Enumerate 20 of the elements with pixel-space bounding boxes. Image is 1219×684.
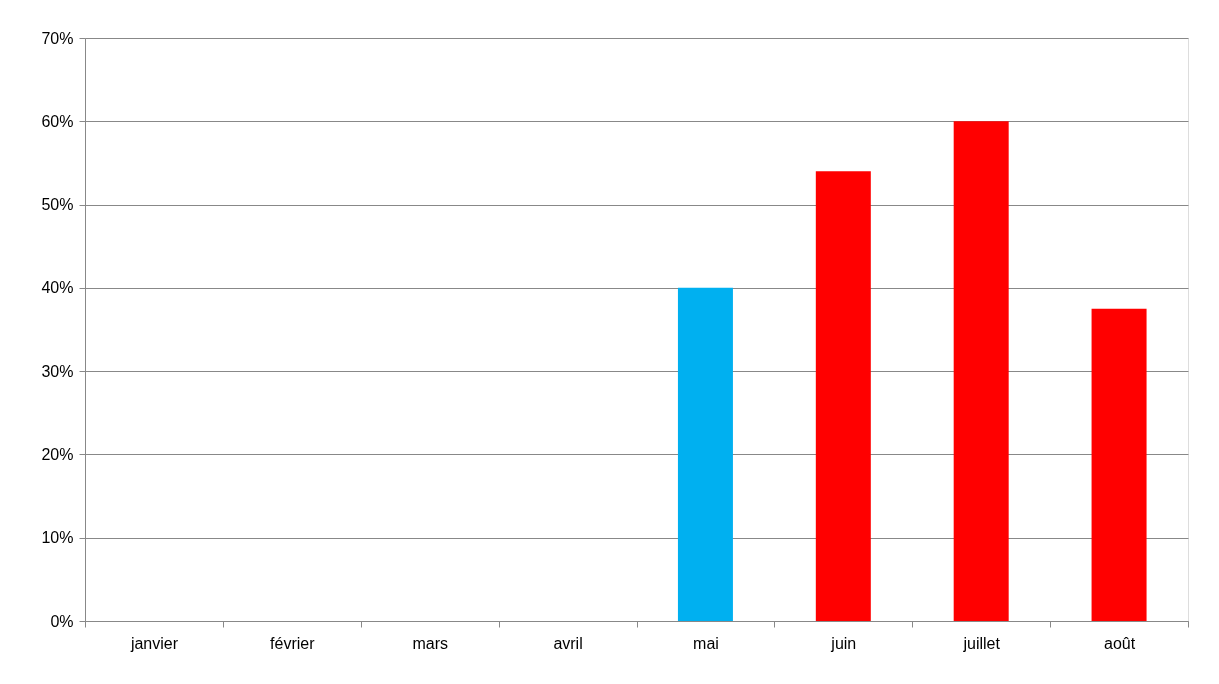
bar bbox=[677, 287, 733, 621]
bar bbox=[1091, 308, 1147, 621]
x-tick-label: février bbox=[270, 634, 316, 652]
x-tick-label: mai bbox=[693, 634, 719, 652]
bar bbox=[953, 121, 1009, 621]
x-tick-label: janvier bbox=[129, 634, 179, 652]
y-tick-label: 70% bbox=[41, 29, 74, 47]
bar bbox=[815, 171, 871, 621]
y-tick-label: 50% bbox=[41, 196, 74, 214]
y-tick-label: 10% bbox=[41, 529, 74, 547]
y-tick-label: 20% bbox=[41, 445, 74, 463]
y-tick-label: 60% bbox=[41, 112, 74, 130]
x-tick-label: août bbox=[1103, 634, 1136, 652]
x-tick-label: juillet bbox=[962, 634, 1001, 652]
x-tick-label: mars bbox=[412, 634, 448, 652]
x-tick-label: juin bbox=[830, 634, 857, 652]
x-tick-label: avril bbox=[553, 634, 583, 652]
y-tick-label: 30% bbox=[41, 362, 74, 380]
y-tick-label: 40% bbox=[41, 279, 74, 297]
y-tick-label: 0% bbox=[50, 612, 74, 630]
